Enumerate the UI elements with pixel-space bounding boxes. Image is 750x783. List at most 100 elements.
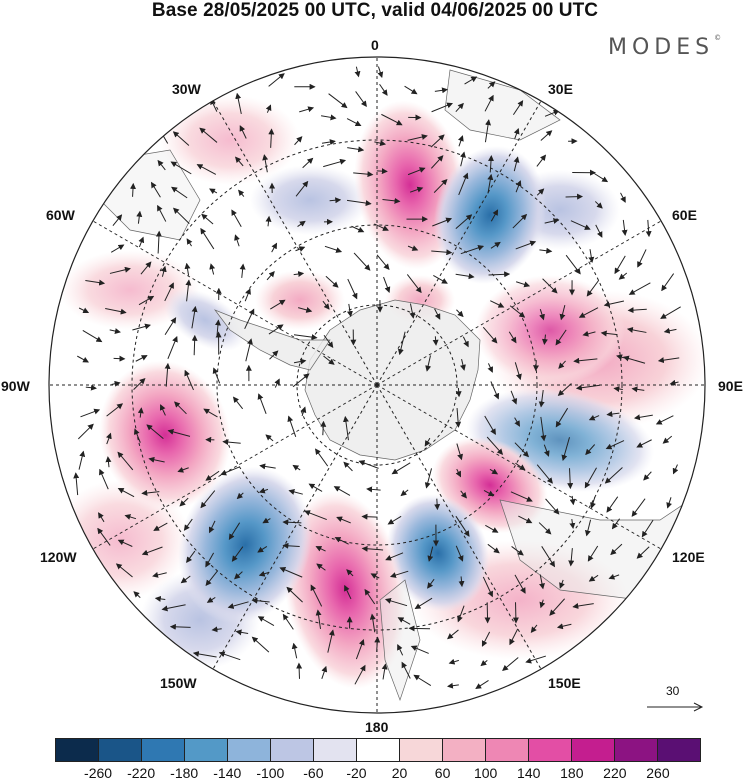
wind-arrow	[173, 207, 190, 224]
wind-arrow	[150, 181, 161, 198]
wind-arrow	[220, 466, 241, 476]
wind-arrow	[211, 626, 222, 633]
wind-arrow	[510, 390, 518, 405]
wind-arrow	[323, 334, 334, 348]
wind-arrow	[606, 496, 619, 513]
wind-arrow	[112, 214, 123, 227]
wind-arrow	[611, 518, 621, 530]
lon-label-30e: 30E	[548, 81, 573, 97]
graticule	[49, 57, 705, 713]
wind-arrow	[196, 164, 217, 175]
wind-arrow	[353, 171, 374, 178]
wind-arrow	[97, 527, 111, 546]
wind-arrow	[455, 515, 470, 537]
wind-arrow	[130, 182, 136, 197]
wind-arrow	[105, 456, 112, 468]
lon-label-90w: 90W	[1, 378, 30, 394]
wind-arrow	[645, 219, 652, 238]
wind-arrow	[536, 154, 547, 167]
wind-arrow	[298, 307, 313, 313]
wind-arrow	[262, 517, 271, 524]
colorbar-tick-label: 220	[603, 765, 627, 781]
wind-arrow	[543, 444, 550, 457]
wind-arrow	[232, 396, 244, 410]
wind-arrow	[124, 514, 137, 520]
wind-arrow	[133, 428, 141, 443]
wind-arrow	[85, 384, 97, 391]
wind-arrow	[169, 623, 191, 630]
wind-arrow	[293, 358, 307, 365]
wind-arrow	[515, 281, 531, 288]
wind-arrow	[351, 225, 365, 233]
wind-arrow	[179, 497, 189, 507]
wind-arrow	[455, 214, 473, 230]
wind-arrow	[115, 563, 133, 578]
colorbar-cell	[614, 739, 657, 761]
wind-arrow	[315, 448, 329, 467]
colorbar-tick-label: 60	[434, 765, 451, 781]
wind-arrow	[509, 305, 526, 318]
wind-arrow	[315, 546, 326, 552]
wind-arrow	[514, 574, 526, 594]
wind-arrow	[510, 491, 533, 502]
wind-arrow	[185, 279, 192, 302]
wind-arrow	[257, 393, 267, 415]
wind-arrow	[555, 329, 567, 346]
wind-arrow	[518, 515, 533, 524]
wind-arrow	[355, 91, 367, 108]
colorbar-tick-label: -140	[213, 765, 242, 781]
wind-arrow	[208, 520, 216, 534]
wind-arrow	[364, 588, 376, 605]
wind-arrow	[141, 489, 160, 496]
wind-arrow	[258, 570, 270, 577]
wind-arrow	[514, 442, 530, 458]
wind-arrow	[164, 317, 177, 335]
wind-arrow	[355, 638, 365, 660]
meridian-line	[212, 100, 378, 386]
wind-arrow	[427, 546, 434, 562]
colorbar-cell	[399, 739, 442, 761]
wind-arrow	[538, 522, 552, 535]
wind-arrow	[323, 158, 347, 168]
wind-arrow	[430, 155, 444, 169]
wind-arrow	[282, 613, 294, 630]
wind-arrow	[557, 383, 572, 396]
wind-arrow	[167, 335, 178, 359]
wind-arrow	[206, 597, 216, 603]
wind-arrow	[430, 134, 445, 148]
wind-arrow	[401, 661, 411, 679]
colorbar-tick-label: 140	[517, 765, 541, 781]
wind-arrow	[458, 576, 465, 588]
wind-arrow	[414, 597, 433, 610]
wind-arrow	[448, 658, 459, 665]
wind-arrow	[397, 617, 411, 625]
wind-arrow	[374, 140, 387, 147]
wind-arrow	[475, 680, 489, 689]
wind-arrow	[455, 273, 475, 280]
wind-arrow	[235, 92, 242, 115]
wind-arrow	[594, 201, 603, 209]
wind-arrow	[171, 186, 188, 199]
wind-arrow	[621, 219, 628, 236]
wind-arrow	[192, 650, 217, 658]
colorbar-cell	[571, 739, 614, 761]
wind-arrow	[172, 131, 190, 146]
colorbar-cell	[528, 739, 571, 761]
wind-arrow	[606, 411, 620, 418]
wind-arrow	[366, 486, 381, 493]
wind-arrow	[78, 307, 90, 313]
latitude-circle	[131, 139, 623, 631]
wind-arrow	[374, 223, 389, 231]
colorbar-tick-label: 180	[560, 765, 584, 781]
meridian-line	[212, 384, 378, 670]
wind-arrow	[464, 76, 478, 85]
wind-arrow	[600, 330, 618, 337]
wind-arrow	[180, 575, 191, 584]
wind-arrow	[321, 114, 337, 121]
wind-arrow	[78, 450, 86, 470]
wind-arrow	[205, 470, 220, 481]
colorbar-tick-label: 100	[473, 765, 498, 781]
wind-arrow	[78, 423, 94, 440]
wind-arrow	[117, 451, 134, 471]
wind-arrow	[239, 125, 247, 139]
